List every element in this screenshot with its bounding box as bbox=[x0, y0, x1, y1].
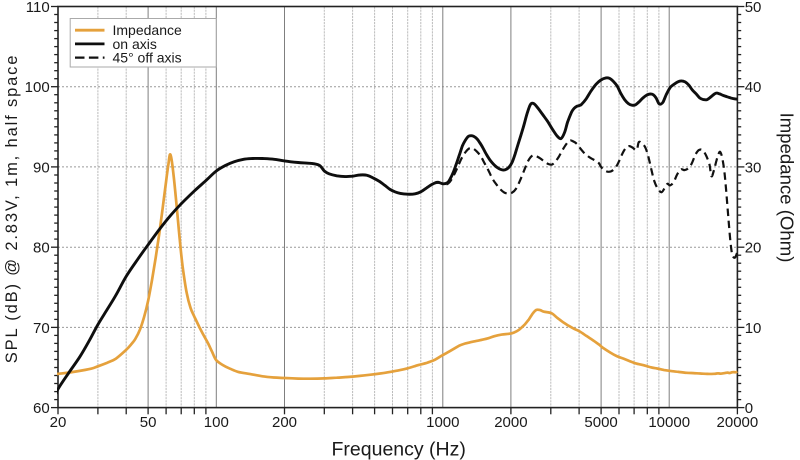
svg-text:20000: 20000 bbox=[717, 414, 759, 431]
svg-text:on axis: on axis bbox=[113, 36, 157, 52]
svg-text:40: 40 bbox=[745, 79, 762, 96]
svg-text:50: 50 bbox=[140, 414, 157, 431]
svg-text:20: 20 bbox=[745, 240, 762, 257]
svg-text:SPL (dB) @ 2.83V, 1m, half spa: SPL (dB) @ 2.83V, 1m, half space bbox=[3, 54, 21, 364]
svg-text:90: 90 bbox=[33, 159, 50, 176]
svg-text:10000: 10000 bbox=[648, 414, 690, 431]
svg-text:70: 70 bbox=[33, 320, 50, 337]
svg-text:5000: 5000 bbox=[584, 414, 617, 431]
svg-text:1000: 1000 bbox=[426, 414, 459, 431]
svg-text:60: 60 bbox=[33, 400, 50, 417]
svg-text:2000: 2000 bbox=[494, 414, 527, 431]
svg-text:Impedance: Impedance bbox=[113, 22, 182, 38]
svg-text:50: 50 bbox=[745, 0, 762, 16]
svg-text:100: 100 bbox=[204, 414, 229, 431]
svg-text:200: 200 bbox=[272, 414, 297, 431]
svg-text:Impedance (Ohm): Impedance (Ohm) bbox=[777, 113, 798, 263]
svg-text:Frequency (Hz): Frequency (Hz) bbox=[332, 439, 466, 460]
svg-text:45° off axis: 45° off axis bbox=[113, 50, 182, 66]
svg-text:80: 80 bbox=[33, 240, 50, 257]
svg-text:30: 30 bbox=[745, 159, 762, 176]
svg-text:0: 0 bbox=[745, 400, 753, 417]
svg-text:10: 10 bbox=[745, 320, 762, 337]
svg-text:20: 20 bbox=[50, 414, 67, 431]
svg-text:100: 100 bbox=[25, 79, 50, 96]
svg-text:110: 110 bbox=[26, 0, 50, 16]
